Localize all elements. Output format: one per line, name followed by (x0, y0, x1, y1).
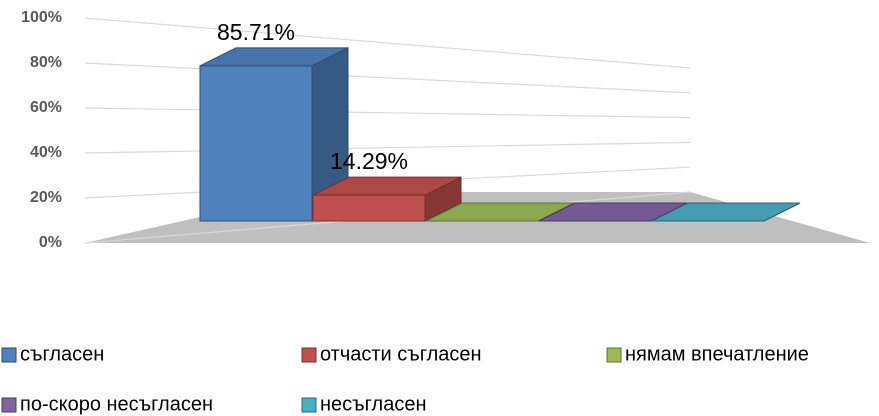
legend-swatch (301, 397, 317, 413)
legend-label: отчасти съгласен (320, 343, 482, 365)
y-tick-label: 80% (30, 54, 62, 71)
legend-label: несъгласен (320, 393, 426, 415)
legend-label: по-скоро несъгласен (20, 393, 213, 415)
legend-swatch (606, 347, 622, 363)
grid-line (84, 107, 691, 119)
grid-line (84, 62, 691, 94)
bar-top (651, 202, 801, 222)
legend-swatch (301, 347, 317, 363)
legend-label: съгласен (20, 343, 104, 365)
grid-line (84, 17, 691, 69)
value-label: 85.71% (217, 19, 295, 45)
bar-3d (312, 176, 462, 222)
y-tick-label: 0% (39, 234, 62, 251)
bar-3d (199, 47, 349, 222)
y-tick-label: 60% (30, 99, 62, 116)
legend-swatch (1, 397, 17, 413)
value-label: 14.29% (330, 148, 408, 174)
legend-label: нямам впечатление (625, 343, 809, 365)
grid-line (84, 141, 691, 154)
bar (199, 65, 313, 222)
bar (312, 194, 426, 222)
bar-3d (651, 202, 801, 222)
y-tick-label: 100% (21, 9, 62, 26)
y-tick-label: 40% (30, 144, 62, 161)
y-tick-label: 20% (30, 189, 62, 206)
legend-swatch (1, 347, 17, 363)
